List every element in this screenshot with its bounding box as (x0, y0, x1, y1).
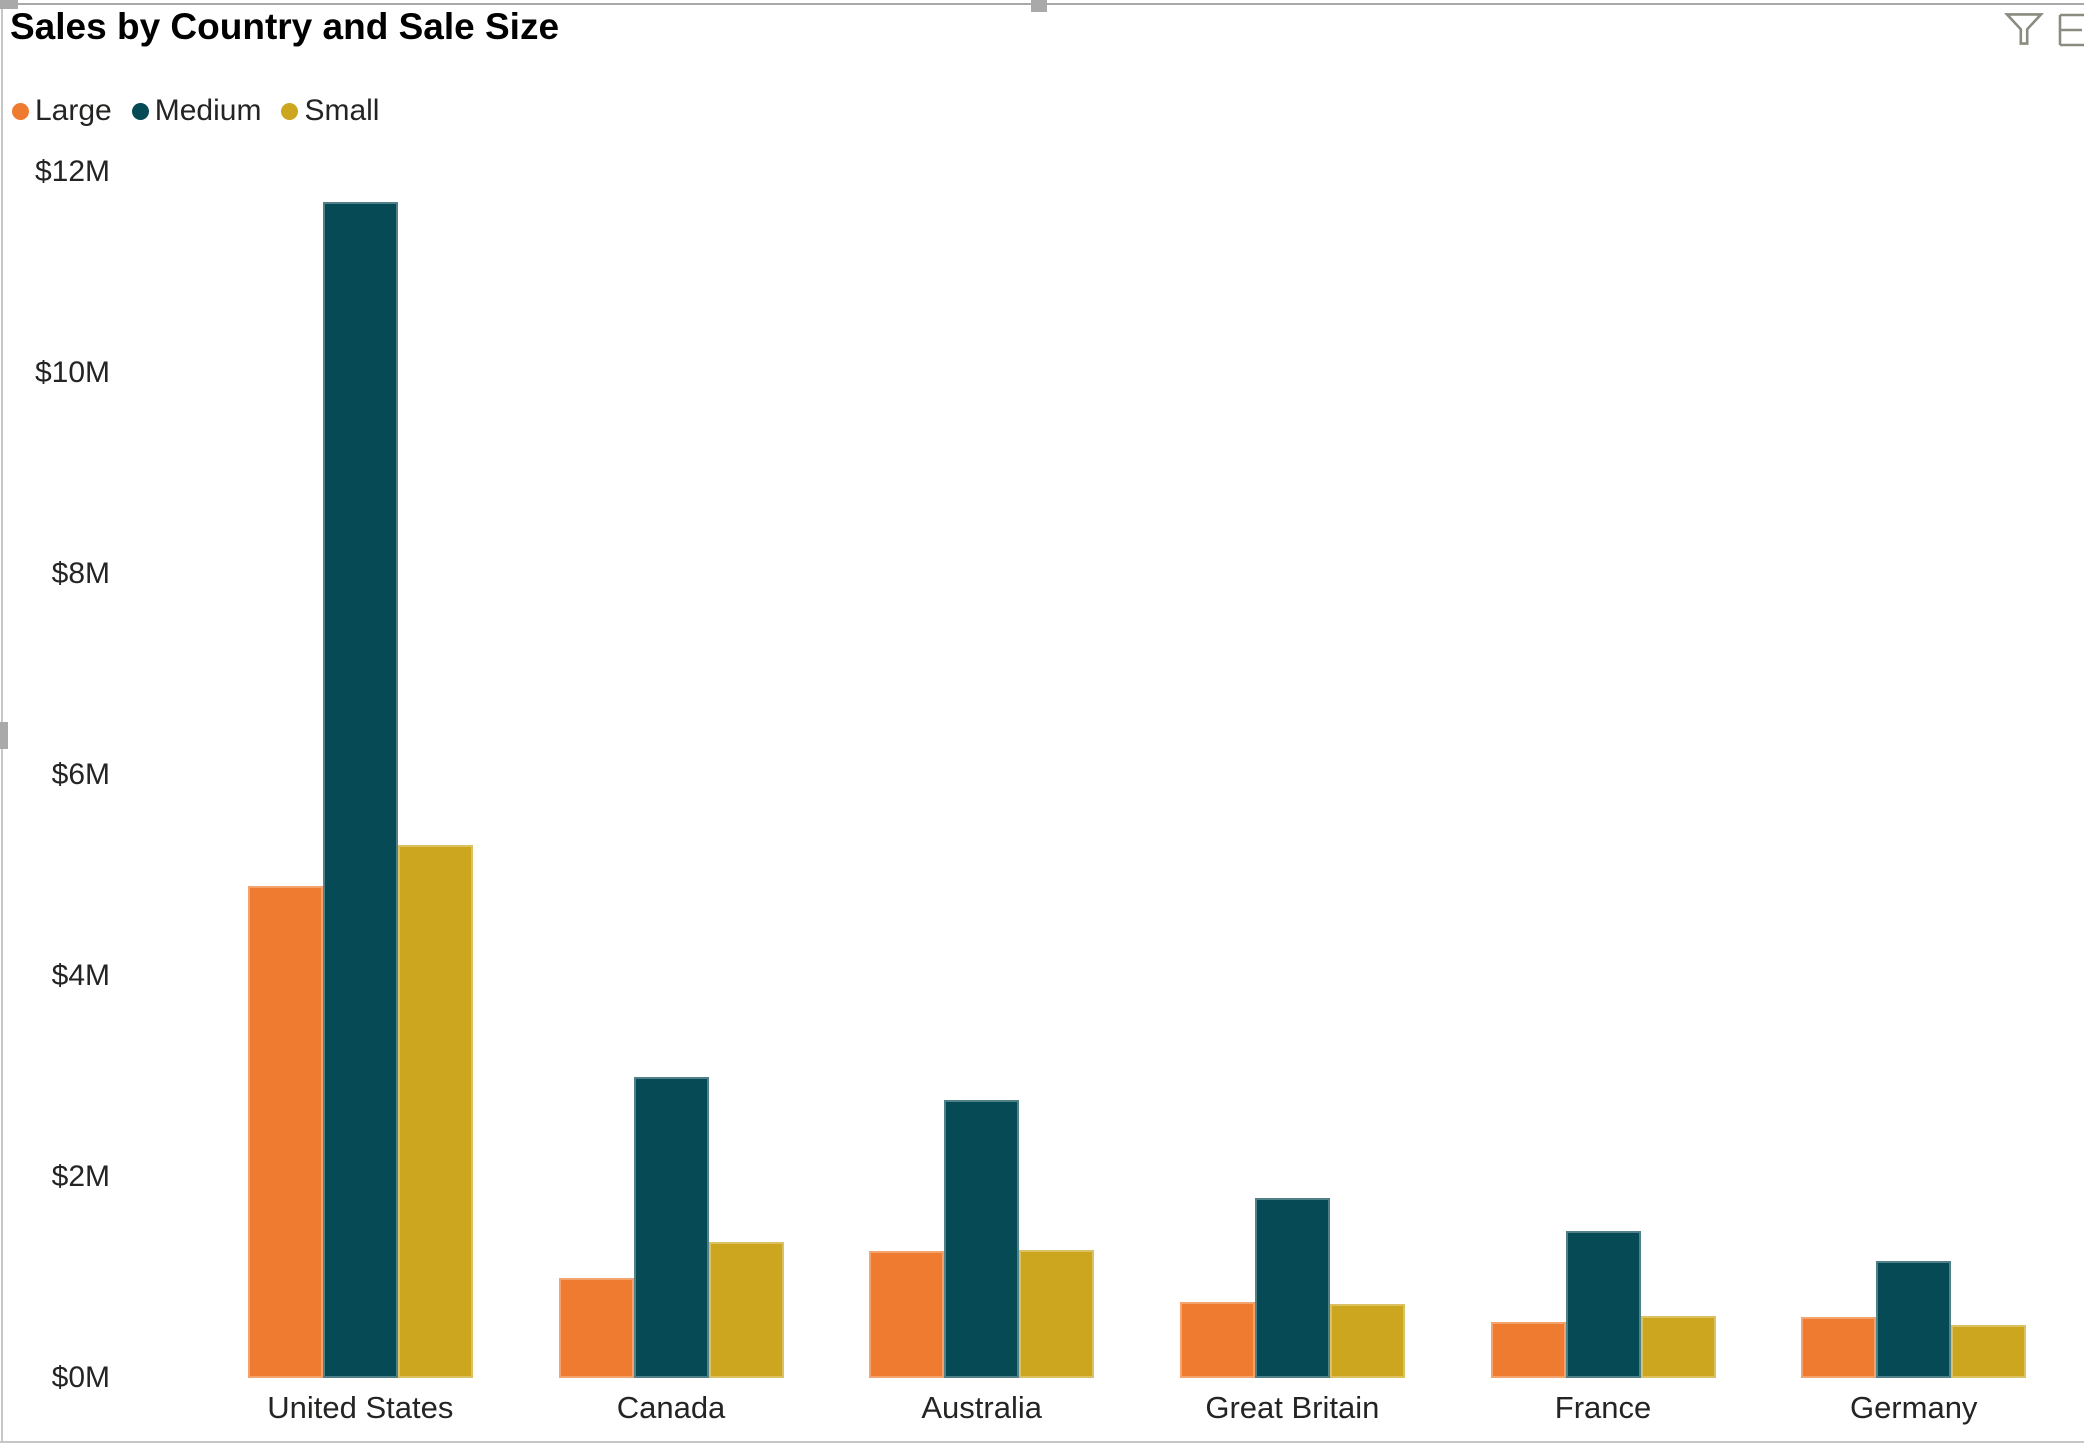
resize-handle-top-left[interactable] (0, 0, 18, 9)
x-axis-label: Great Britain (1205, 1390, 1380, 1425)
legend-item-small[interactable]: Small (281, 94, 379, 128)
y-axis: $0M $2M $4M $6M $8M $10M $12M (0, 157, 110, 1393)
y-tick-label: $8M (51, 557, 110, 590)
category-group-france (1448, 172, 1759, 1378)
visual-header-icons (2004, 10, 2084, 50)
y-tick-label: $12M (34, 155, 110, 188)
bar-small-australia[interactable] (1019, 1250, 1095, 1378)
bar-small-germany[interactable] (1951, 1324, 2027, 1378)
x-axis-label: Canada (616, 1390, 726, 1425)
legend-dot (281, 102, 299, 120)
y-tick-label: $2M (51, 1160, 110, 1193)
y-tick-label: $4M (51, 959, 110, 992)
legend-dot (131, 102, 149, 120)
chart-legend: Large Medium Small (12, 92, 379, 130)
bar-small-great-britain[interactable] (1329, 1303, 1405, 1378)
bar-medium-united-states[interactable] (322, 202, 398, 1378)
bar-medium-australia[interactable] (944, 1099, 1020, 1378)
x-axis-label: Germany (1849, 1390, 1978, 1425)
legend-label: Small (304, 94, 380, 127)
bar-large-canada[interactable] (558, 1277, 634, 1378)
bar-large-great-britain[interactable] (1179, 1301, 1255, 1378)
x-axis-label: United States (267, 1390, 454, 1425)
filter-funnel-icon[interactable] (2004, 12, 2044, 46)
bar-large-united-states[interactable] (247, 885, 323, 1378)
visual-border-bottom (0, 1441, 2084, 1443)
y-tick-label: $0M (51, 1361, 110, 1394)
legend-item-medium[interactable]: Medium (131, 94, 262, 128)
x-axis: United States Canada Australia Great Britai… (205, 1390, 2069, 1426)
bar-medium-france[interactable] (1565, 1231, 1641, 1378)
bar-large-germany[interactable] (1801, 1316, 1877, 1378)
x-axis-label: France (1554, 1390, 1652, 1425)
bar-medium-germany[interactable] (1876, 1261, 1952, 1378)
y-tick-label: $6M (51, 758, 110, 791)
bar-small-united-states[interactable] (397, 845, 473, 1378)
legend-item-large[interactable]: Large (12, 94, 112, 128)
bar-large-australia[interactable] (869, 1251, 945, 1378)
bar-medium-great-britain[interactable] (1254, 1198, 1330, 1378)
options-icon-partial[interactable] (2058, 13, 2084, 47)
category-group-great-britain (1137, 172, 1448, 1378)
legend-label: Medium (154, 94, 262, 127)
x-axis-label: Australia (921, 1390, 1042, 1425)
chart-title: Sales by Country and Sale Size (10, 6, 560, 47)
bar-small-canada[interactable] (708, 1242, 784, 1378)
bar-medium-canada[interactable] (633, 1076, 709, 1378)
category-group-canada (516, 172, 827, 1378)
legend-dot (12, 102, 29, 120)
category-group-germany (1758, 172, 2069, 1378)
plot-area (205, 172, 2069, 1378)
bar-small-france[interactable] (1640, 1315, 1716, 1378)
resize-handle-top-middle[interactable] (1031, 0, 1047, 12)
legend-label: Large (35, 94, 112, 127)
y-tick-label: $10M (34, 356, 110, 389)
category-group-australia (826, 172, 1137, 1378)
resize-handle-left-middle[interactable] (0, 722, 8, 749)
bar-large-france[interactable] (1490, 1321, 1566, 1378)
category-group-united-states (205, 172, 516, 1378)
